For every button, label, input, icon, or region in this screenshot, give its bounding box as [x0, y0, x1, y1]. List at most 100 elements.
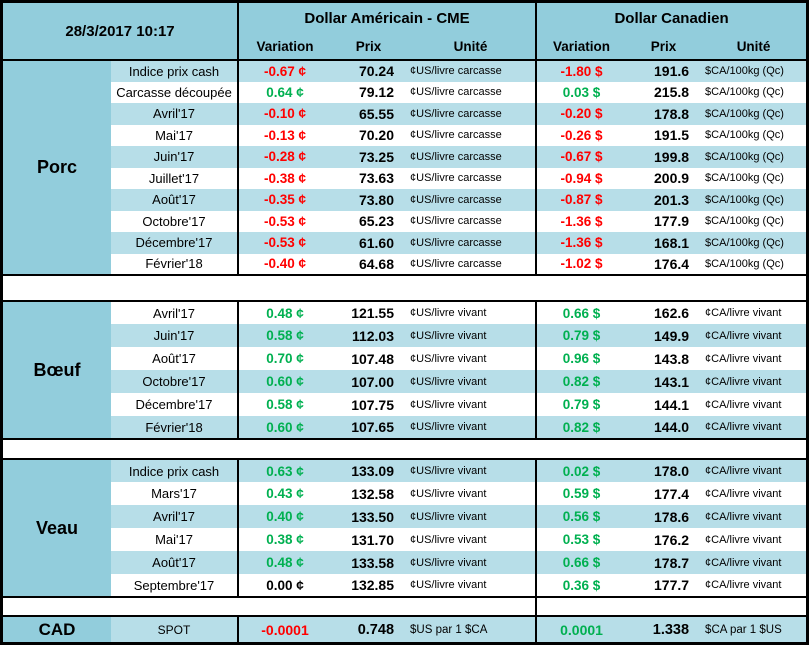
- us-unit-cell: ¢US/livre carcasse: [410, 86, 502, 99]
- table-row: Août'17 -0.35 ¢ 73.80 ¢US/livre carcasse -0.…: [3, 189, 806, 211]
- ca-variation-cell: -0.94 $: [535, 167, 627, 189]
- us-variation-cell: -0.38 ¢: [237, 167, 332, 189]
- us-price-cell: 112.03: [331, 324, 407, 347]
- table-row: Août'17 0.48 ¢ 133.58 ¢US/livre vivant 0.66 …: [3, 551, 806, 574]
- table-row: Mai'17 -0.13 ¢ 70.20 ¢US/livre carcasse -0.2…: [3, 124, 806, 146]
- table-row: Juin'17 0.58 ¢ 112.03 ¢US/livre vivant 0.79 …: [3, 324, 806, 347]
- table-row: Carcasse découpée 0.64 ¢ 79.12 ¢US/livre ca…: [3, 81, 806, 103]
- section-gap-row: [3, 596, 806, 617]
- row-label: Juin'17: [111, 324, 239, 347]
- us-unit-cell: ¢US/livre carcasse: [410, 172, 502, 185]
- table-header: 28/3/2017 10:17 Dollar Américain - CME D…: [3, 3, 806, 61]
- ca-variation-cell: 0.02 $: [535, 459, 627, 482]
- us-unit-cell: ¢US/livre carcasse: [406, 146, 537, 168]
- us-unit-cell: ¢US/livre vivant: [406, 416, 537, 439]
- table-row: Juin'17 -0.28 ¢ 73.25 ¢US/livre carcasse -0.…: [3, 146, 806, 168]
- cad-spot-row: CAD SPOT -0.0001 0.748 $US par 1 $CA 0.0001 1.…: [3, 616, 806, 642]
- ca-price-cell: 200.9: [654, 170, 690, 187]
- us-price-cell: 121.55: [351, 305, 395, 321]
- us-variation-column-header: Variation: [237, 33, 332, 61]
- table-row: Décembre'17 -0.53 ¢ 61.60 ¢US/livre carcass…: [3, 232, 806, 254]
- ca-price-cell: 199.8: [626, 146, 702, 168]
- table-body: Porc Indice prix cash -0.67 ¢ 70.24 ¢US/livr…: [3, 60, 806, 642]
- ca-price-cell: 178.7: [626, 551, 702, 574]
- us-variation-cell: -0.0001: [237, 616, 332, 642]
- section-label-cad: CAD: [3, 616, 111, 642]
- table-row: Septembre'17 0.00 ¢ 132.85 ¢US/livre vivant…: [3, 574, 806, 597]
- ca-variation-cell: 0.0001: [535, 616, 627, 642]
- us-variation-cell: -0.35 ¢: [237, 189, 332, 211]
- us-price-cell: 107.65: [331, 416, 407, 439]
- ca-variation-cell: -1.80 $: [535, 60, 627, 82]
- gap-cell: [3, 438, 806, 460]
- table-row: Avril'17 -0.10 ¢ 65.55 ¢US/livre carcasse -0…: [3, 103, 806, 125]
- table-row: Octobre'17 -0.53 ¢ 65.23 ¢US/livre carcasse…: [3, 210, 806, 232]
- ca-variation-cell: -1.36 $: [535, 210, 627, 232]
- table-row: Août'17 0.70 ¢ 107.48 ¢US/livre vivant 0.96 …: [3, 347, 806, 370]
- ca-price-cell: 178.6: [626, 505, 702, 528]
- us-unit-cell: ¢US/livre vivant: [410, 307, 487, 319]
- us-price-cell: 132.85: [351, 577, 395, 593]
- ca-unit-cell: $CA/100kg (Qc): [705, 86, 784, 99]
- table-row: Février'18 0.60 ¢ 107.65 ¢US/livre vivant 0.…: [3, 416, 806, 439]
- ca-unit-cell: ¢CA/livre vivant: [701, 324, 806, 347]
- us-variation-cell: -0.67 ¢: [237, 60, 332, 82]
- ca-variation-cell: 0.59 $: [535, 482, 627, 505]
- ca-unit-cell: $CA/100kg (Qc): [705, 257, 784, 270]
- us-price-cell: 73.80: [331, 189, 407, 211]
- row-label: Indice prix cash: [111, 60, 239, 82]
- us-unit-cell: ¢US/livre carcasse: [406, 189, 537, 211]
- ca-unit-cell: $CA/100kg (Qc): [701, 189, 806, 211]
- row-label: Carcasse découpée: [116, 84, 232, 100]
- us-unit-cell: ¢US/livre vivant: [406, 459, 537, 482]
- ca-unit-cell: ¢CA/livre vivant: [705, 398, 782, 411]
- us-variation-cell: 0.00 ¢: [237, 574, 332, 597]
- table-row: Octobre'17 0.60 ¢ 107.00 ¢US/livre vivant 0.…: [3, 370, 806, 393]
- us-variation-cell: 0.70 ¢: [237, 347, 332, 370]
- header-row-columns: Variation Prix Unité Variation Prix Unit…: [3, 33, 806, 61]
- gap-cell: [3, 274, 806, 302]
- ca-price-cell: 168.1: [626, 232, 702, 254]
- ca-unit-column-header: Unité: [701, 33, 806, 61]
- ca-variation-cell: 0.79 $: [535, 393, 627, 416]
- ca-unit-cell: ¢CA/livre vivant: [705, 533, 782, 546]
- ca-variation-cell: -0.20 $: [535, 103, 627, 125]
- ca-unit-cell: ¢CA/livre vivant: [705, 487, 782, 500]
- ca-price-cell: 143.1: [626, 370, 702, 393]
- us-variation-cell: 0.60 ¢: [237, 416, 332, 439]
- section-label-boeuf: Bœuf: [3, 301, 111, 439]
- us-variation-cell: 0.63 ¢: [237, 459, 332, 482]
- us-price-cell: 132.58: [351, 485, 395, 502]
- ca-price-cell: 1.338: [626, 616, 702, 642]
- section-gap-row: [3, 274, 806, 302]
- ca-unit-cell: $CA/100kg (Qc): [705, 172, 784, 185]
- ca-variation-cell: 0.53 $: [535, 528, 627, 551]
- us-unit-cell: ¢US/livre vivant: [410, 398, 487, 411]
- us-price-cell: 65.55: [331, 103, 407, 125]
- ca-variation-cell: 0.03 $: [535, 81, 627, 103]
- us-variation-cell: -0.53 ¢: [237, 210, 332, 232]
- us-variation-cell: 0.64 ¢: [237, 81, 332, 103]
- row-label: Avril'17: [111, 505, 239, 528]
- table-row: Porc Indice prix cash -0.67 ¢ 70.24 ¢US/livr…: [3, 60, 806, 275]
- section-label-veau: Veau: [3, 459, 111, 597]
- us-variation-cell: 0.58 ¢: [237, 324, 332, 347]
- ca-unit-cell: $CA/100kg (Qc): [705, 215, 784, 228]
- us-unit-cell: ¢US/livre vivant: [406, 505, 537, 528]
- section-gap-row: [3, 438, 806, 460]
- us-variation-cell: -0.10 ¢: [237, 103, 332, 125]
- ca-variation-cell: -0.67 $: [535, 146, 627, 168]
- us-price-cell: 133.50: [331, 505, 407, 528]
- us-price-cell: 107.00: [331, 370, 407, 393]
- ca-price-cell: 191.5: [654, 127, 690, 144]
- us-unit-cell: ¢US/livre carcasse: [410, 215, 502, 228]
- us-price-cell: 73.63: [358, 170, 395, 187]
- ca-variation-cell: -0.26 $: [535, 124, 627, 146]
- ca-unit-cell: ¢CA/livre vivant: [701, 459, 806, 482]
- ca-unit-cell: ¢CA/livre vivant: [701, 505, 806, 528]
- us-unit-cell: ¢US/livre carcasse: [410, 257, 502, 270]
- row-label: Août'17: [152, 351, 196, 366]
- us-unit-column-header: Unité: [406, 33, 537, 61]
- ca-unit-cell: $CA par 1 $US: [701, 616, 806, 642]
- row-label: Juin'17: [111, 146, 239, 168]
